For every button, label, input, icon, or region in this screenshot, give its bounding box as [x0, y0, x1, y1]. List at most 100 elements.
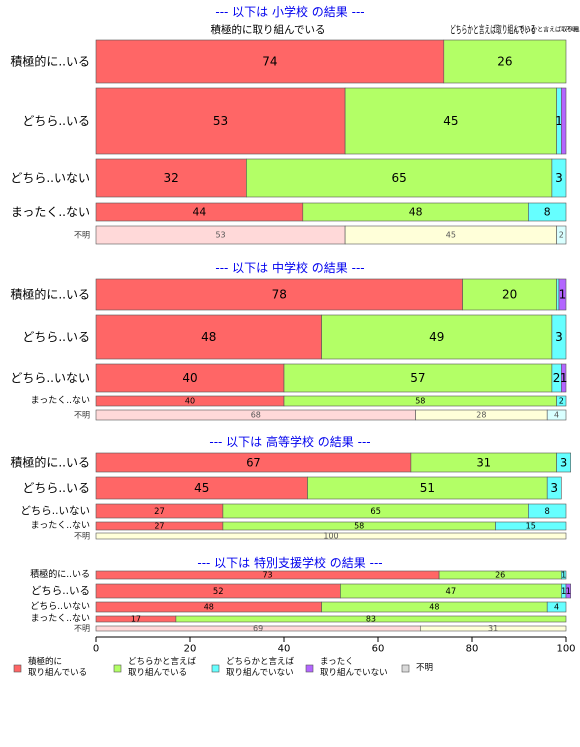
- bar-segment: [556, 452, 571, 473]
- bar-segment: [551, 158, 567, 198]
- header-label: 不明: [566, 27, 578, 34]
- bar-segment: [560, 570, 567, 580]
- header-label: 積極的に取り組んでいる: [211, 23, 326, 36]
- row-label: どちら..いない: [30, 601, 90, 612]
- legend-label: 積極的に取り組んでいる: [28, 656, 87, 678]
- data-label: 58: [415, 397, 425, 406]
- data-label: 4: [554, 411, 559, 420]
- data-label: 100: [323, 532, 338, 541]
- row-label: 不明: [74, 624, 90, 633]
- data-label: 40: [182, 371, 197, 385]
- bar-segment: [95, 278, 463, 311]
- data-label: 1: [555, 114, 563, 128]
- x-tick-label: 80: [466, 644, 479, 655]
- data-label: 32: [164, 171, 179, 185]
- row-label: まったく..ない: [31, 520, 90, 531]
- legend-swatch: [113, 664, 122, 673]
- bar-segment: [495, 521, 567, 531]
- panel-title: --- 以下は 高等学校 の結果 ---: [209, 434, 370, 449]
- bar-segment: [560, 363, 567, 393]
- data-label: 44: [193, 206, 207, 219]
- bar-segment: [565, 583, 571, 599]
- data-label: 48: [429, 603, 439, 612]
- data-label: 31: [477, 456, 492, 470]
- row-label: 積極的に..いる: [10, 54, 90, 69]
- x-tick-label: 100: [556, 644, 575, 655]
- row-label: まったく..ない: [31, 613, 90, 624]
- data-label: 53: [213, 114, 228, 128]
- data-label: 68: [251, 411, 261, 420]
- bar-segment: [419, 625, 567, 632]
- data-label: 28: [476, 411, 486, 420]
- data-label: 65: [392, 171, 407, 185]
- data-label: 48: [409, 206, 423, 219]
- data-label: 48: [201, 330, 216, 344]
- data-label: 26: [495, 571, 505, 580]
- row-label: 積極的に..いる: [10, 455, 90, 470]
- data-label: 15: [526, 522, 536, 531]
- bar-segment: [556, 395, 567, 407]
- legend-swatch: [13, 664, 22, 673]
- data-label: 48: [204, 603, 214, 612]
- data-label: 20: [502, 288, 517, 302]
- legend-swatch: [305, 664, 314, 673]
- row-label: 不明: [74, 532, 90, 541]
- data-label: 2: [553, 371, 561, 385]
- data-label: 27: [154, 506, 165, 516]
- data-label: 57: [410, 371, 425, 385]
- data-label: 27: [154, 522, 164, 531]
- bar-segment: [283, 363, 553, 393]
- bar-segment: [528, 202, 567, 222]
- data-label: 31: [488, 624, 498, 633]
- data-label: 73: [262, 571, 272, 580]
- bar-segment: [175, 615, 567, 623]
- header-label: どちらかと言えば取り組んでいる: [450, 23, 536, 36]
- data-label: 51: [420, 481, 435, 495]
- data-label: 2: [559, 231, 564, 240]
- data-label: 65: [370, 506, 381, 516]
- data-label: 47: [446, 586, 457, 596]
- data-label: 3: [555, 171, 563, 185]
- bar-segment: [246, 158, 553, 198]
- data-label: 45: [443, 114, 458, 128]
- data-label: 3: [555, 330, 563, 344]
- data-label: 1: [559, 288, 567, 302]
- row-label: どちら..いる: [22, 114, 90, 128]
- row-label: どちら..いない: [10, 371, 90, 385]
- x-tick-label: 60: [372, 644, 385, 655]
- header-label: どちらかと言えば取り組んでいない: [513, 26, 580, 34]
- row-label: 不明: [74, 231, 90, 240]
- data-label: 3: [550, 481, 558, 495]
- data-label: 1: [566, 586, 571, 596]
- data-label: 49: [429, 330, 444, 344]
- data-label: 3: [560, 456, 567, 470]
- data-label: 17: [131, 615, 141, 624]
- bar-segment: [546, 409, 567, 421]
- row-label: まったく..ない: [31, 395, 90, 406]
- bar-segment: [556, 225, 567, 245]
- legend-label: 不明: [416, 663, 433, 673]
- data-label: 40: [185, 397, 195, 406]
- data-label: 45: [194, 481, 209, 495]
- bar-segment: [462, 278, 557, 311]
- data-label: 83: [366, 615, 376, 624]
- data-label: 67: [246, 456, 261, 470]
- bar-segment: [344, 87, 557, 155]
- legend-swatch: [211, 664, 220, 673]
- row-label: どちら..いない: [10, 171, 90, 185]
- row-label: どちら..いる: [22, 481, 90, 495]
- data-label: 1: [561, 586, 566, 596]
- data-label: 1: [560, 371, 568, 385]
- data-label: 74: [262, 55, 277, 69]
- data-label: 1: [561, 571, 566, 580]
- data-label: 8: [545, 506, 550, 516]
- row-label: まったく..ない: [11, 205, 90, 219]
- row-label: どちら..いない: [20, 505, 90, 517]
- data-label: 69: [253, 624, 263, 633]
- bar-segment: [95, 532, 567, 540]
- bar-segment: [95, 87, 346, 155]
- bar-segment: [443, 39, 567, 84]
- bar-segment: [95, 314, 322, 360]
- data-label: 4: [554, 603, 559, 612]
